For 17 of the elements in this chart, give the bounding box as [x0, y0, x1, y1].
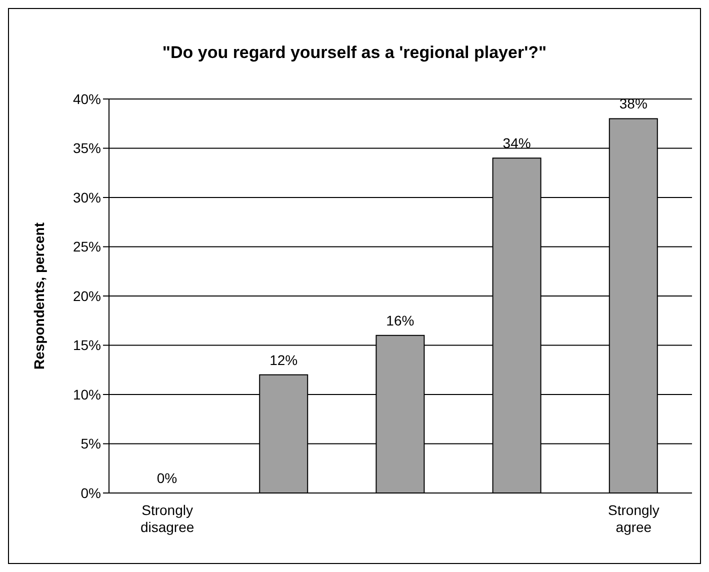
y-tick-label: 25% — [72, 238, 101, 255]
y-tick-label: 30% — [72, 189, 101, 206]
y-tick-label: 5% — [80, 436, 101, 452]
y-tick-label: 15% — [72, 337, 101, 354]
y-tick-label: 0% — [80, 484, 101, 501]
x-tick-label: Strongly agree — [608, 502, 660, 535]
y-axis-title: Respondents, percent — [30, 222, 47, 370]
y-tick-label: 20% — [72, 288, 101, 304]
y-tick-label: 35% — [72, 140, 101, 156]
chart-title: "Do you regard yourself as a 'regional player'?" — [161, 43, 548, 63]
y-tick-label: 10% — [72, 386, 101, 402]
data-label: 0% — [156, 470, 178, 486]
y-tick-label: 40% — [72, 90, 101, 107]
data-label: 16% — [386, 312, 414, 328]
data-label: 12% — [270, 352, 298, 368]
data-label: 34% — [502, 135, 531, 152]
x-tick-label: Strongly disagree — [140, 502, 194, 535]
